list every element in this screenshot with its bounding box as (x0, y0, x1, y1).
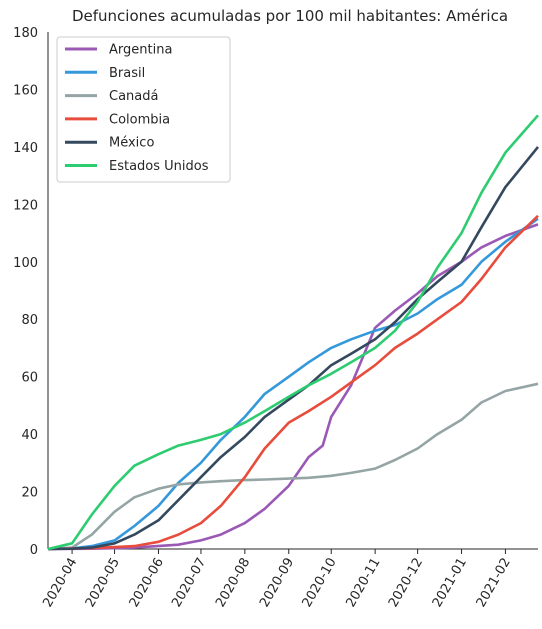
series-line-3 (47, 214, 539, 551)
legend-label: México (109, 136, 154, 151)
series-layer (47, 114, 540, 551)
y-tick-label: 120 (13, 198, 38, 213)
x-tick-label: 2020-04 (40, 556, 80, 611)
series-line-5 (47, 114, 539, 551)
legend: Argentina Brasil Canadá Colombia México Estad… (56, 36, 231, 183)
legend-label: Canadá (109, 89, 158, 104)
x-tick-label: 2020-08 (213, 556, 253, 611)
y-tick-label: 60 (21, 371, 38, 386)
legend-label: Estados Unidos (109, 159, 209, 174)
x-tick-label: 2020-07 (169, 556, 209, 611)
x-tick-label: 2020-10 (300, 556, 340, 611)
x-tick-label: 2020-11 (343, 556, 383, 611)
legend-label: Argentina (109, 43, 172, 58)
x-tick-label: 2021-01 (430, 556, 470, 611)
series-line-4 (47, 146, 540, 551)
legend-label: Brasil (109, 66, 145, 81)
series-line-0 (47, 223, 539, 551)
legend-box (56, 36, 231, 183)
y-tick-label: 20 (21, 486, 38, 501)
y-tick-label: 180 (13, 26, 38, 41)
y-tick-label: 100 (13, 256, 38, 271)
x-tick-label: 2020-06 (127, 556, 167, 611)
series-line-2 (47, 382, 539, 551)
y-tick-label: 160 (13, 83, 38, 98)
x-tick-label: 2020-05 (83, 556, 123, 611)
x-tick-label: 2021-02 (474, 556, 514, 611)
chart-title: Defunciones acumuladas por 100 mil habit… (72, 7, 508, 25)
y-tick-label: 0 (30, 543, 38, 558)
legend-label: Colombia (109, 112, 170, 127)
x-tick-label: 2020-09 (257, 556, 297, 611)
y-tick-label: 80 (21, 313, 38, 328)
y-tick-label: 40 (21, 428, 38, 443)
y-tick-label: 140 (13, 141, 38, 156)
series-line-1 (47, 217, 539, 551)
x-tick-label: 2020-12 (386, 556, 426, 611)
